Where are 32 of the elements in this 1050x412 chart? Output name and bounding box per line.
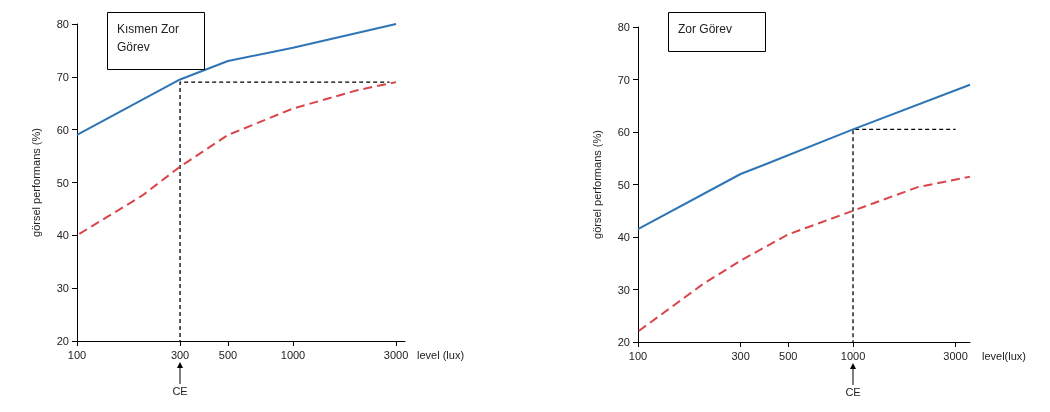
y-tick-label: 80 [617,21,630,33]
y-axis-title: görsel performans (%) [29,128,42,237]
x-tick-label: 100 [628,349,648,362]
x-tick-label: 1000 [840,349,866,362]
x-tick-label: 1000 [280,348,306,361]
y-tick-label: 80 [56,18,69,30]
y-tick-label: 40 [56,229,69,242]
y-tick-label: 70 [56,70,69,83]
y-tick-label: 60 [617,126,630,138]
x-tick-label: 3000 [943,349,968,362]
y-tick-label: 50 [56,176,69,189]
x-tick-label: 100 [67,348,87,361]
y-tick-label: 20 [56,335,69,347]
x-axis-title: level (lux) [417,348,465,361]
x-axis-title: level(lux) [982,349,1027,362]
y-axis-title: görsel performans (%) [590,130,603,239]
y-tick-label: 70 [617,73,630,86]
y-tick-label: 40 [617,231,630,243]
y-tick-label: 50 [617,178,630,191]
y-tick-label: 30 [56,282,69,295]
y-tick-label: 60 [56,123,69,136]
x-tick-label: 300 [731,349,750,362]
y-tick-label: 30 [617,283,630,296]
text: Kısmen Zor Görev [117,22,183,54]
text: CE [845,386,861,398]
chart-title: Zor Görev [678,22,733,36]
y-tick-label: 20 [617,336,630,348]
text: CE [172,385,188,397]
x-tick-label: 300 [170,348,190,361]
x-tick-label: 500 [218,348,238,361]
x-tick-label: 500 [779,349,798,362]
x-tick-label: 3000 [383,348,409,361]
